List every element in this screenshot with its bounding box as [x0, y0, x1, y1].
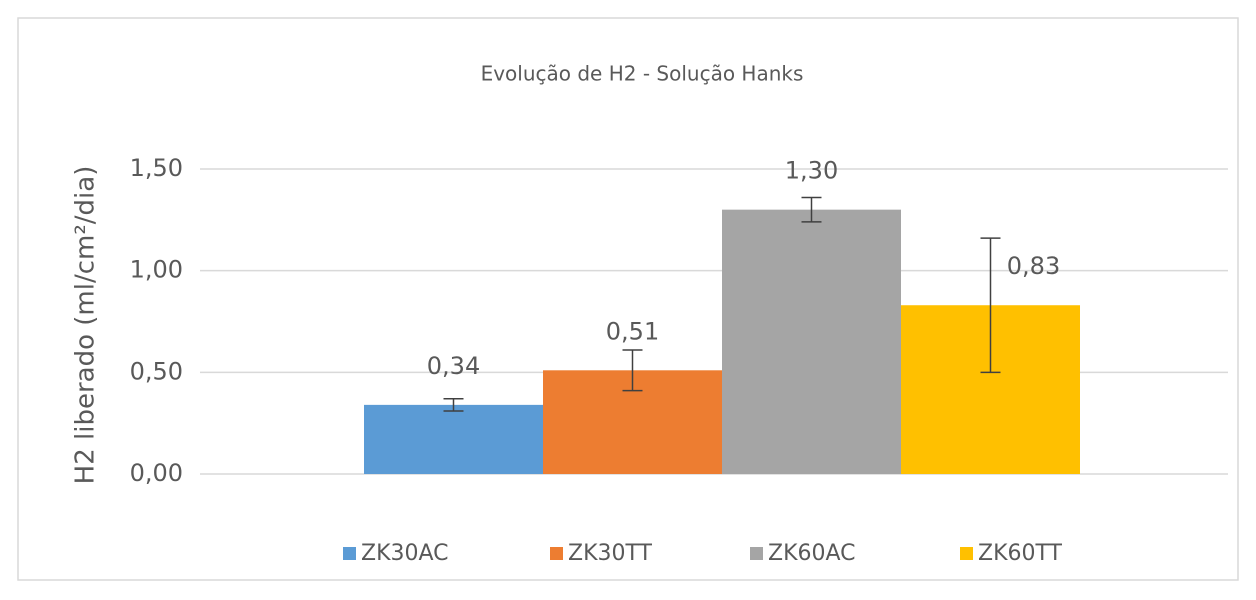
chart-title: Evolução de H2 - Solução Hanks [481, 62, 804, 86]
legend-label: ZK30AC [361, 541, 449, 566]
chart-border [17, 17, 1239, 581]
y-tick-label: 0,00 [130, 459, 183, 487]
y-axis-title: H2 liberado (ml/cm²/dia) [71, 166, 101, 485]
bar [722, 209, 901, 474]
legend-label: ZK60TT [978, 541, 1063, 566]
y-tick-label: 0,50 [130, 357, 183, 385]
y-tick-label: 1,50 [130, 154, 183, 182]
legend-swatch [343, 547, 356, 560]
data-label: 0,34 [427, 352, 480, 380]
legend-label: ZK30TT [568, 541, 653, 566]
data-label: 1,30 [785, 157, 838, 185]
y-tick-label: 1,00 [130, 256, 183, 284]
legend-swatch [960, 547, 973, 560]
data-label: 0,83 [1007, 252, 1060, 280]
data-label: 0,51 [606, 317, 659, 345]
legend-swatch [550, 547, 563, 560]
bar [364, 404, 543, 474]
legend-label: ZK60AC [768, 541, 856, 566]
legend-swatch [750, 547, 763, 560]
